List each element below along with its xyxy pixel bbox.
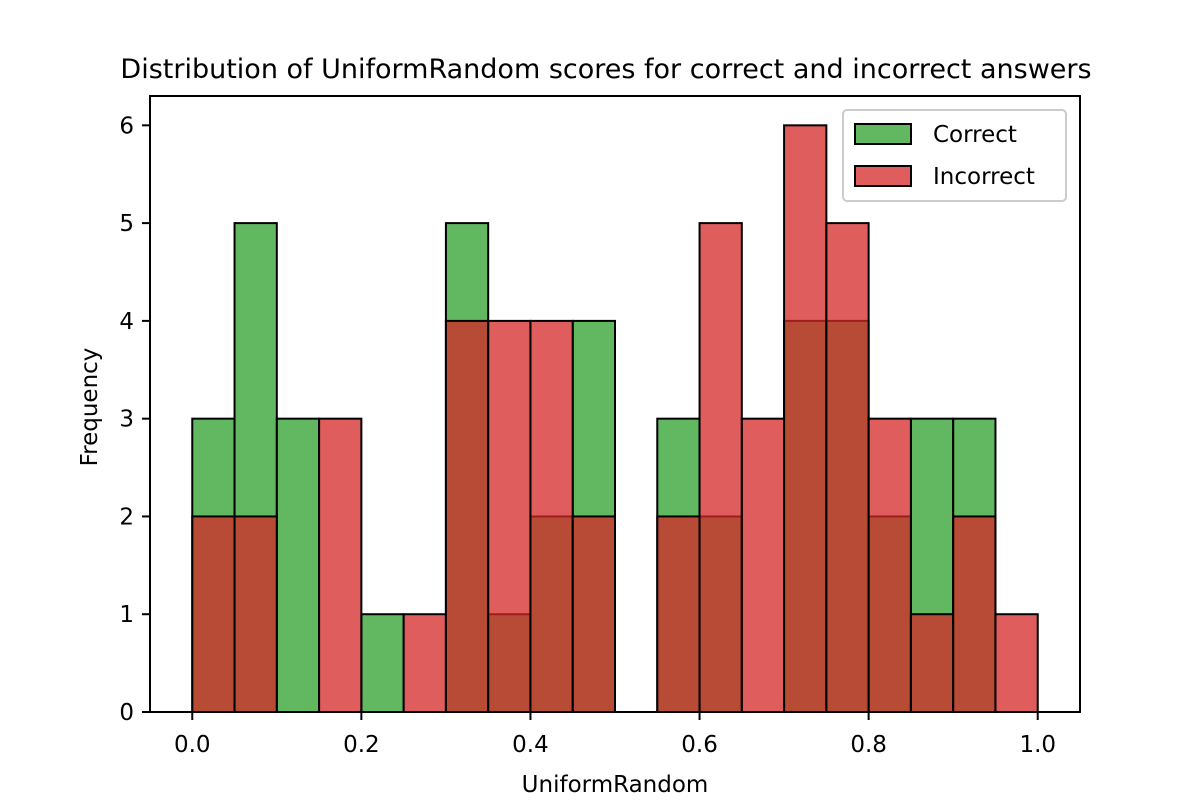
incorrect-bar bbox=[952, 515, 997, 714]
plot-frame bbox=[149, 95, 1081, 713]
x-tick-label: 0.8 bbox=[850, 732, 887, 758]
incorrect-bar bbox=[994, 613, 1039, 714]
incorrect-bar bbox=[740, 417, 786, 713]
legend: Correct Incorrect bbox=[842, 109, 1067, 202]
incorrect-bar bbox=[698, 222, 743, 713]
legend-label-correct: Correct bbox=[933, 122, 1017, 148]
x-axis-label: UniformRandom bbox=[522, 772, 709, 798]
y-tick-label: 4 bbox=[119, 309, 134, 335]
legend-label-incorrect: Incorrect bbox=[933, 164, 1035, 190]
chart-title: Distribution of UniformRandom scores for… bbox=[120, 54, 1091, 85]
x-tick-label: 0.2 bbox=[343, 732, 380, 758]
y-tick-label: 3 bbox=[119, 407, 134, 433]
incorrect-bar bbox=[487, 319, 532, 713]
incorrect-bar bbox=[825, 222, 870, 713]
x-tick-label: 1.0 bbox=[1019, 732, 1056, 758]
correct-bar bbox=[360, 613, 405, 714]
incorrect-bar bbox=[783, 124, 828, 714]
y-tick-label: 1 bbox=[119, 602, 134, 628]
legend-swatch-incorrect bbox=[854, 165, 912, 187]
x-tick-label: 0.0 bbox=[174, 732, 211, 758]
y-axis-label: Frequency bbox=[77, 348, 103, 467]
x-tick-label: 0.4 bbox=[512, 732, 549, 758]
y-axis-ticks: 0 1 2 3 4 5 6 bbox=[119, 113, 150, 726]
y-tick-label: 2 bbox=[119, 504, 134, 530]
legend-swatch-correct bbox=[854, 123, 912, 145]
incorrect-bar bbox=[571, 515, 617, 714]
incorrect-bars bbox=[191, 124, 1039, 714]
incorrect-bar bbox=[529, 319, 574, 713]
incorrect-bar bbox=[444, 319, 490, 713]
y-tick-label: 0 bbox=[119, 700, 134, 726]
incorrect-bar bbox=[233, 515, 278, 714]
incorrect-bar bbox=[656, 515, 701, 714]
x-axis-ticks: 0.0 0.2 0.4 0.6 0.8 1.0 bbox=[174, 712, 1056, 758]
incorrect-bar bbox=[318, 417, 363, 713]
correct-bar bbox=[275, 417, 321, 713]
y-tick-label: 6 bbox=[119, 113, 134, 139]
incorrect-bar bbox=[867, 417, 912, 713]
incorrect-bar bbox=[191, 515, 236, 714]
incorrect-bar bbox=[909, 613, 955, 714]
y-tick-label: 5 bbox=[119, 211, 134, 237]
incorrect-bar bbox=[402, 613, 447, 714]
x-tick-label: 0.6 bbox=[681, 732, 718, 758]
